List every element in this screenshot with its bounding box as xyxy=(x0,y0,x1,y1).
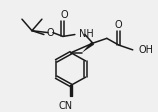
Text: NH: NH xyxy=(79,29,94,39)
Text: O: O xyxy=(46,28,54,38)
Text: O: O xyxy=(115,20,123,30)
Polygon shape xyxy=(82,42,94,53)
Text: CN: CN xyxy=(59,101,73,111)
Text: OH: OH xyxy=(139,45,154,55)
Text: O: O xyxy=(60,10,68,20)
